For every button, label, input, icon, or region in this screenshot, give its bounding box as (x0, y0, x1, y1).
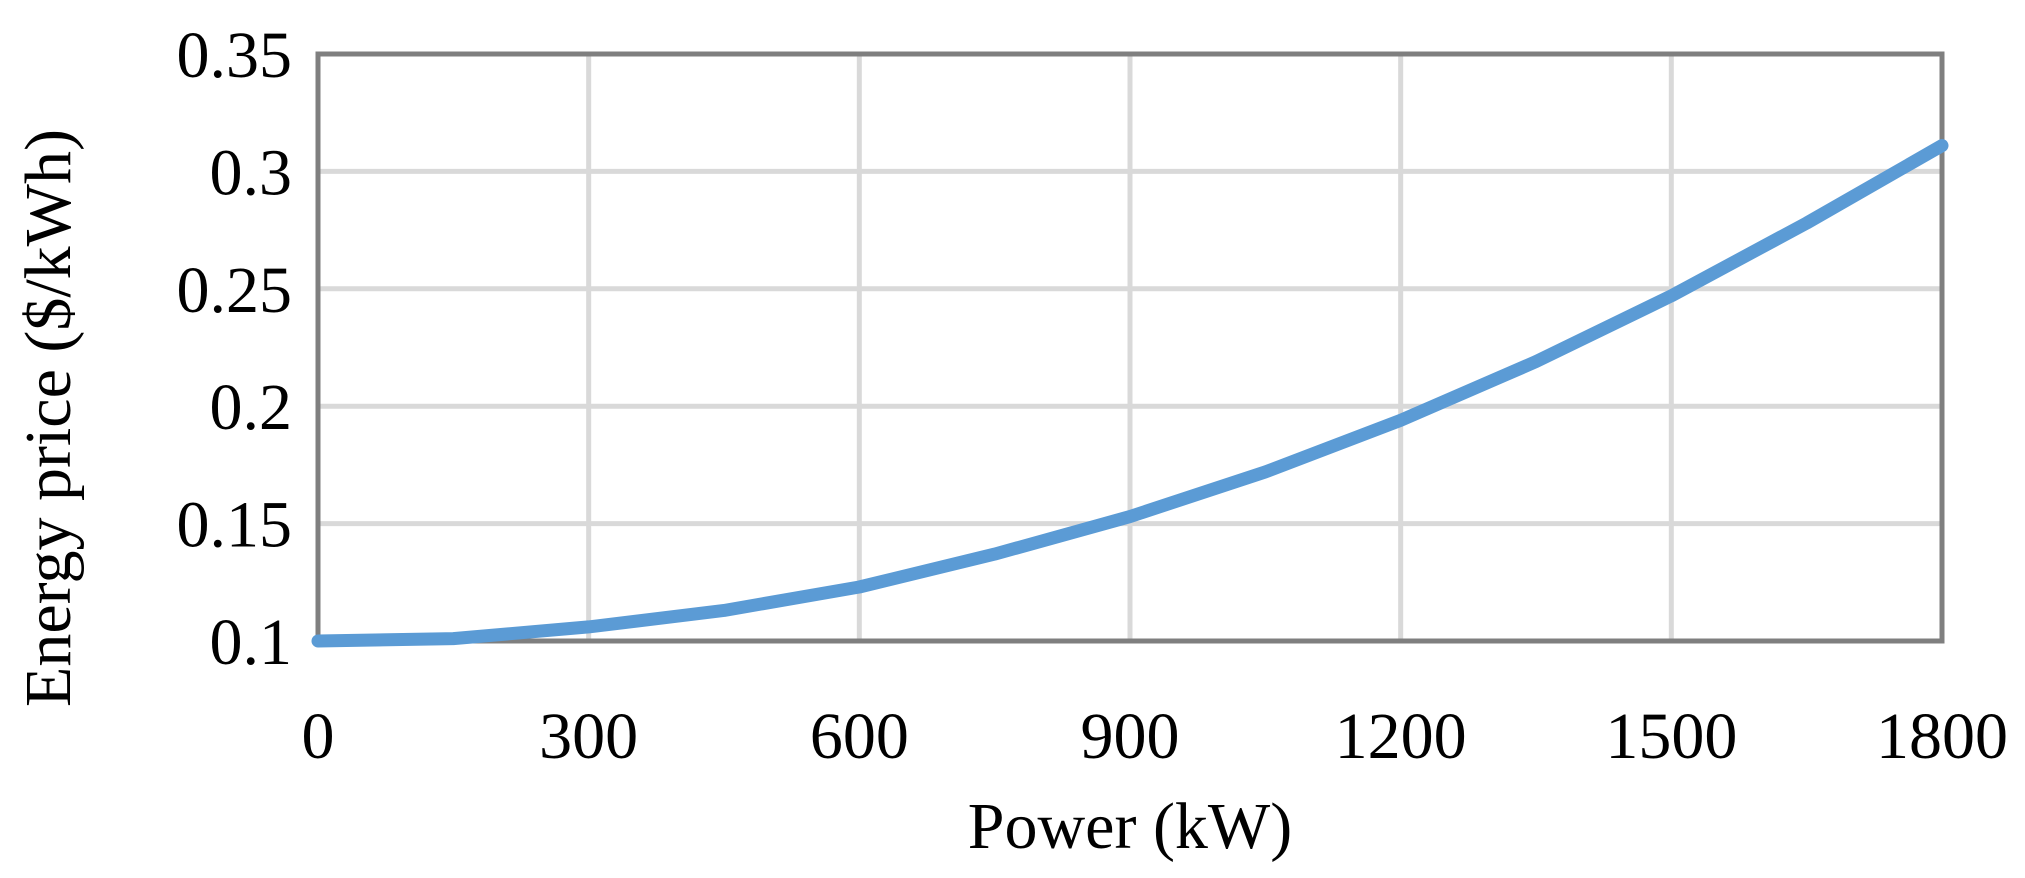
gridlines (315, 51, 1945, 644)
y-tick-label: 0.25 (177, 254, 293, 327)
y-tick-label: 0.1 (210, 606, 293, 679)
plot-frame (315, 51, 1945, 644)
plot-frame-border (315, 51, 1945, 644)
x-axis-title: Power (kW) (968, 790, 1292, 863)
x-tick-label: 1500 (1605, 700, 1737, 773)
y-tick-labels: 0.1 0.15 0.2 0.25 0.3 0.35 (177, 19, 293, 679)
y-axis-title: Energy price ($/kWh) (12, 129, 85, 707)
y-tick-label: 0.35 (177, 19, 293, 92)
series-line (311, 139, 1949, 648)
x-tick-labels: 0 300 600 900 1200 1500 1800 (302, 700, 2009, 773)
y-tick-label: 0.2 (210, 371, 293, 444)
x-tick-label: 0 (302, 700, 335, 773)
x-tick-label: 1800 (1876, 700, 2008, 773)
x-tick-label: 1200 (1335, 700, 1467, 773)
x-tick-label: 300 (539, 700, 638, 773)
series-layer (311, 139, 1949, 648)
x-tick-label: 900 (1081, 700, 1180, 773)
y-tick-label: 0.3 (210, 136, 293, 209)
x-tick-label: 600 (810, 700, 909, 773)
y-tick-label: 0.15 (177, 489, 293, 562)
